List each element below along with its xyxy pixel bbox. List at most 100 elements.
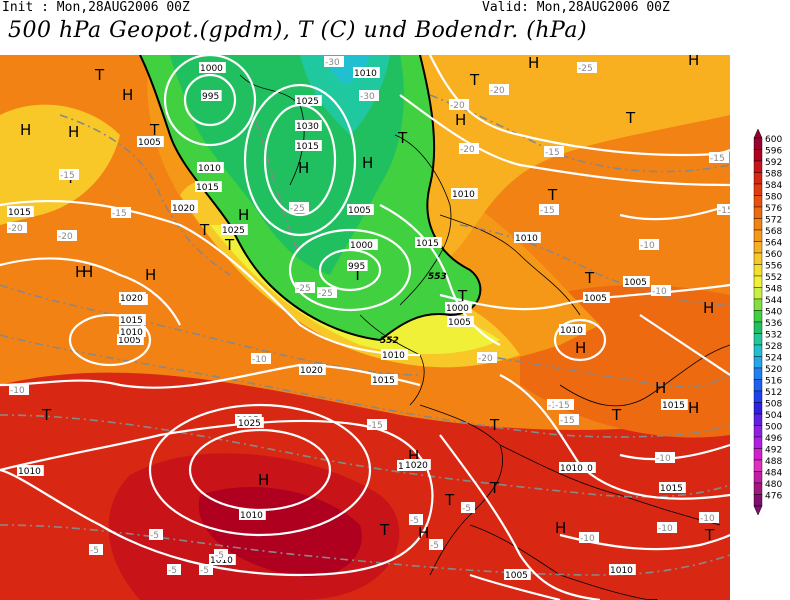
high-pressure-label: H — [688, 55, 699, 69]
isobar-label-bg — [347, 260, 368, 271]
legend-value: 500 — [765, 423, 782, 433]
high-pressure-label: H — [145, 266, 156, 284]
isotherm-label: -10 — [10, 386, 25, 396]
legend-value: 496 — [765, 434, 782, 444]
low-pressure-label: T — [444, 491, 455, 509]
high-pressure-label: H — [82, 263, 93, 281]
high-pressure-label: H — [258, 471, 269, 489]
high-pressure-label: H — [418, 524, 429, 542]
legend-value: 528 — [765, 342, 782, 352]
legend-value: 592 — [765, 158, 782, 168]
isobar-label: 1025 — [238, 419, 261, 429]
isotherm-label: -5 — [430, 541, 439, 551]
low-pressure-label: T — [397, 129, 408, 147]
isotherm-label-bg — [214, 549, 228, 560]
isotherm-label: -10 — [652, 287, 667, 297]
isotherm-label-bg — [577, 62, 597, 73]
legend-value: 556 — [765, 262, 782, 272]
isobar-label: 1015 — [8, 208, 31, 218]
isobar-label-bg — [445, 302, 472, 313]
legend-swatch — [753, 218, 763, 231]
isobar-label-bg — [659, 482, 686, 493]
isobar-label: 1005 — [348, 206, 371, 216]
legend-value: 552 — [765, 273, 782, 283]
isotherm-label: -5 — [168, 566, 177, 576]
legend-value: 540 — [765, 308, 782, 318]
legend-value: 544 — [765, 296, 782, 306]
isobar-label: 1015 — [416, 239, 439, 249]
low-pressure-label: T — [199, 221, 210, 239]
low-pressure-label: T — [457, 287, 468, 305]
isobar-label: 1005 — [505, 571, 528, 581]
legend-swatch — [753, 298, 763, 311]
isotherm-label: -20 — [58, 232, 73, 242]
isotherm-label: -25 — [318, 289, 333, 299]
isotherm-label: -15 — [718, 206, 730, 216]
low-pressure-label: T — [379, 521, 390, 539]
legend-swatch — [753, 137, 763, 150]
isotherm-label: -15 — [60, 171, 75, 181]
isotherm-label-bg — [289, 202, 309, 213]
isobar-label: 995 — [348, 262, 365, 272]
legend-value: 584 — [765, 181, 782, 191]
isotherm-label: -10 — [656, 454, 671, 464]
isotherm-label: -10 — [640, 241, 655, 251]
legend-swatch — [753, 195, 763, 208]
isotherm-label-bg — [539, 204, 559, 215]
isobar-label: 1020 — [172, 204, 195, 214]
high-pressure-label: H — [68, 123, 79, 141]
low-pressure-label: T — [625, 109, 636, 127]
isobar-label: 1015 — [662, 401, 685, 411]
legend-value: 524 — [765, 354, 782, 364]
isobar-label: 1020 — [300, 366, 323, 376]
legend-swatch — [753, 333, 763, 346]
legend-swatch — [753, 471, 763, 484]
isotherm-label-bg — [9, 384, 29, 395]
isobar-label: 1010 — [452, 190, 475, 200]
legend-swatch — [753, 402, 763, 415]
isobar-label: 995 — [202, 92, 219, 102]
isobar-label-bg — [17, 465, 44, 476]
isobar-label: 1010 — [382, 351, 405, 361]
isobar-label-bg — [609, 564, 636, 575]
high-pressure-label: H — [75, 263, 86, 281]
isobar-label-bg — [559, 324, 586, 335]
isotherm-label: -15 — [710, 154, 725, 164]
legend-swatch — [753, 379, 763, 392]
isotherm-label-bg — [459, 143, 479, 154]
isobar-label-bg — [237, 417, 264, 428]
high-pressure-label: H — [555, 519, 566, 537]
isobar-label-bg — [201, 90, 222, 101]
isotherm-label-bg — [359, 90, 379, 101]
isotherm-label-bg — [295, 282, 315, 293]
isobar-label: 1005 — [624, 278, 647, 288]
isobar-label: 1000 — [200, 64, 223, 74]
isotherm-label: -20 — [460, 145, 475, 155]
isotherm-label-bg — [57, 230, 77, 241]
low-pressure-label: T — [489, 479, 500, 497]
field-west-yellow — [0, 104, 120, 225]
isotherm-label-bg — [429, 539, 443, 550]
legend-value: 588 — [765, 170, 782, 180]
legend-value: 512 — [765, 388, 782, 398]
isobar-label: 1015 — [660, 484, 683, 494]
legend-swatch — [753, 367, 763, 380]
legend-value: 580 — [765, 193, 782, 203]
legend-swatch — [753, 413, 763, 426]
isobar-label: 1010 — [560, 326, 583, 336]
isotherm-label: -10 — [700, 514, 715, 524]
isotherm-label: -10 — [658, 524, 673, 534]
high-pressure-label: H — [20, 121, 31, 139]
isobar-label-bg — [195, 181, 222, 192]
isotherm-label-bg — [409, 514, 423, 525]
isobar-label: 1025 — [222, 226, 245, 236]
isotherm-label-bg — [544, 146, 564, 157]
geopotential-label: 553 — [428, 272, 447, 282]
legend-value: 484 — [765, 469, 782, 479]
low-pressure-label: T — [584, 269, 595, 287]
isotherm-label-bg — [167, 564, 181, 575]
isobar-label: 1015 — [196, 183, 219, 193]
isobar-label: 1015 — [120, 316, 143, 326]
legend-swatch — [753, 390, 763, 403]
isotherm-label: -15 — [555, 401, 570, 411]
